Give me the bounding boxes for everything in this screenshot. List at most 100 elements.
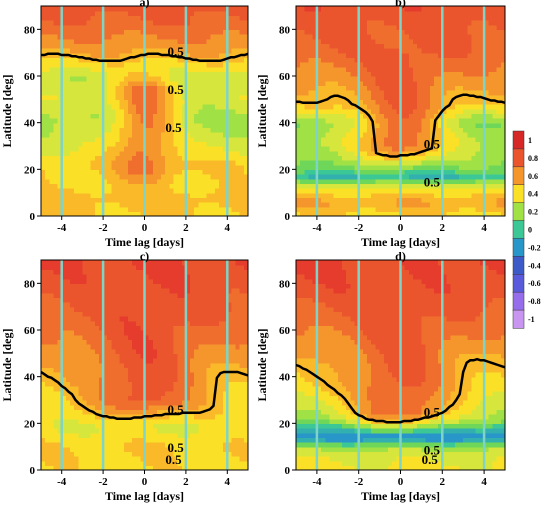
heatmap-cell bbox=[312, 29, 318, 35]
heatmap-cell bbox=[78, 108, 83, 114]
heatmap-cell bbox=[404, 52, 410, 58]
heatmap-cell bbox=[107, 6, 112, 12]
heatmap-cell bbox=[438, 150, 443, 156]
heatmap-cell bbox=[53, 178, 59, 184]
heatmap-cell bbox=[148, 15, 154, 21]
heatmap-cell bbox=[136, 15, 141, 21]
heatmap-cell bbox=[350, 62, 356, 68]
heatmap-cell bbox=[429, 66, 435, 72]
heatmap-cell bbox=[421, 206, 427, 212]
heatmap-cell bbox=[45, 118, 50, 124]
heatmap-cell bbox=[383, 20, 389, 26]
heatmap-cell bbox=[425, 52, 431, 58]
heatmap-cell bbox=[173, 113, 179, 119]
heatmap-cell bbox=[429, 150, 435, 156]
heatmap-cell bbox=[308, 94, 314, 100]
heatmap-cell bbox=[144, 178, 150, 184]
heatmap-cell bbox=[408, 15, 414, 21]
heatmap-cell bbox=[362, 6, 368, 12]
heatmap-cell bbox=[169, 174, 175, 180]
heatmap-cell bbox=[53, 442, 59, 448]
heatmap-cell bbox=[362, 174, 368, 180]
heatmap-cell bbox=[82, 202, 88, 208]
heatmap-cell bbox=[235, 43, 241, 49]
heatmap-cell bbox=[82, 164, 88, 170]
heatmap-cell bbox=[354, 71, 360, 77]
heatmap-cell bbox=[383, 85, 389, 91]
heatmap-cell bbox=[459, 160, 464, 166]
heatmap-cell bbox=[488, 155, 494, 161]
heatmap-cell bbox=[488, 211, 494, 217]
heatmap-cell bbox=[425, 85, 431, 91]
heatmap-cell bbox=[379, 192, 385, 198]
heatmap-cell bbox=[202, 113, 208, 119]
heatmap-cell bbox=[400, 206, 406, 212]
heatmap-cell bbox=[94, 113, 100, 119]
heatmap-cell bbox=[74, 29, 79, 35]
heatmap-cell bbox=[341, 132, 347, 138]
heatmap-cell bbox=[383, 202, 389, 208]
heatmap-cell bbox=[459, 34, 464, 40]
heatmap-cell bbox=[421, 169, 427, 175]
heatmap-cell bbox=[169, 183, 175, 189]
heatmap-cell bbox=[321, 108, 326, 114]
heatmap-cell bbox=[475, 118, 481, 124]
heatmap-cell bbox=[500, 15, 506, 21]
heatmap-cell bbox=[148, 66, 154, 72]
heatmap-cell bbox=[198, 146, 204, 152]
heatmap-cell bbox=[438, 66, 443, 72]
heatmap-cell bbox=[484, 150, 489, 156]
heatmap-cell bbox=[53, 325, 59, 331]
heatmap-cell bbox=[57, 325, 63, 331]
heatmap-cell bbox=[312, 183, 318, 189]
heatmap-cell bbox=[471, 206, 477, 212]
heatmap-cell bbox=[421, 132, 427, 138]
heatmap-cell bbox=[500, 66, 506, 72]
heatmap-cell bbox=[450, 90, 456, 96]
heatmap-cell bbox=[41, 264, 46, 270]
heatmap-cell bbox=[140, 127, 146, 133]
heatmap-cell bbox=[429, 113, 435, 119]
heatmap-cell bbox=[181, 146, 187, 152]
heatmap-cell bbox=[446, 164, 452, 170]
heatmap-cell bbox=[454, 206, 460, 212]
heatmap-cell bbox=[65, 264, 71, 270]
heatmap-cell bbox=[500, 62, 506, 68]
heatmap-cell bbox=[304, 150, 310, 156]
heatmap-cell bbox=[304, 62, 310, 68]
heatmap-cell bbox=[496, 146, 502, 152]
heatmap-cell bbox=[312, 202, 318, 208]
heatmap-cell bbox=[304, 197, 310, 203]
heatmap-cell bbox=[354, 211, 360, 217]
heatmap-cell bbox=[74, 437, 79, 443]
heatmap-cell bbox=[49, 297, 55, 303]
heatmap-cell bbox=[446, 71, 452, 77]
heatmap-cell bbox=[231, 122, 237, 128]
heatmap-cell bbox=[86, 108, 92, 114]
heatmap-cell bbox=[321, 178, 326, 184]
heatmap-cell bbox=[111, 34, 117, 40]
heatmap-cell bbox=[304, 174, 310, 180]
heatmap-cell bbox=[78, 80, 83, 86]
heatmap-cell bbox=[57, 206, 63, 212]
heatmap-cell bbox=[308, 104, 314, 110]
heatmap-cell bbox=[107, 104, 112, 110]
heatmap-cell bbox=[185, 71, 191, 77]
heatmap-cell bbox=[49, 104, 55, 110]
heatmap-cell bbox=[375, 188, 381, 194]
heatmap-cell bbox=[231, 6, 237, 12]
heatmap-cell bbox=[425, 90, 431, 96]
heatmap-cell bbox=[82, 150, 88, 156]
heatmap-cell bbox=[57, 423, 63, 429]
heatmap-cell bbox=[300, 192, 305, 198]
heatmap-cell bbox=[346, 188, 351, 194]
heatmap-cell bbox=[467, 15, 473, 21]
heatmap-cell bbox=[296, 43, 301, 49]
heatmap-cell bbox=[69, 372, 75, 378]
heatmap-cell bbox=[61, 85, 67, 91]
heatmap-cell bbox=[235, 6, 241, 12]
heatmap-cell bbox=[148, 76, 154, 82]
heatmap-cell bbox=[421, 57, 427, 63]
heatmap-cell bbox=[479, 29, 485, 35]
heatmap-cell bbox=[375, 20, 381, 26]
